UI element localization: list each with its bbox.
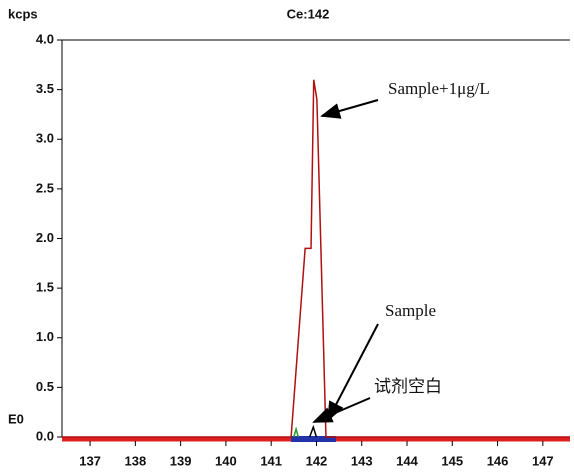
series-line [308, 424, 318, 438]
x-tick-label: 139 [170, 453, 192, 468]
chart-title: Ce:142 [287, 6, 330, 21]
x-tick-label: 137 [79, 453, 101, 468]
x-tick-label: 141 [260, 453, 282, 468]
x-tick-label: 143 [351, 453, 373, 468]
y-tick-label: 1.0 [36, 329, 54, 344]
y-unit-label: kcps [8, 6, 38, 21]
y-tick-label: 2.5 [36, 180, 54, 195]
y-tick-label: 0.5 [36, 379, 54, 394]
y-tick-label: 1.5 [36, 280, 54, 295]
y-tick-label: 0.0 [36, 428, 54, 443]
x-tick-label: 145 [441, 453, 463, 468]
series-line [293, 426, 300, 438]
annotation: Sample+1μg/L [388, 79, 490, 98]
y-tick-label: 2.0 [36, 230, 54, 245]
y-tick-label: 4.0 [36, 31, 54, 46]
band [291, 436, 336, 442]
annotation-arrow [312, 397, 371, 423]
x-tick-label: 146 [487, 453, 509, 468]
x-tick-label: 144 [396, 453, 418, 468]
annotation-arrow [327, 323, 379, 422]
x-tick-label: 140 [215, 453, 237, 468]
x-tick-label: 147 [532, 453, 554, 468]
y-tick-label: 3.5 [36, 81, 54, 96]
x-tick-label: 138 [124, 453, 146, 468]
y-tick-label: 3.0 [36, 131, 54, 146]
x-tick-label: 142 [306, 453, 328, 468]
annotation-arrow [320, 99, 379, 119]
annotation: Sample [385, 301, 436, 320]
series-line [62, 79, 570, 438]
annotation: 试剂空白 [374, 377, 442, 396]
baseline-label: E0 [8, 411, 24, 426]
